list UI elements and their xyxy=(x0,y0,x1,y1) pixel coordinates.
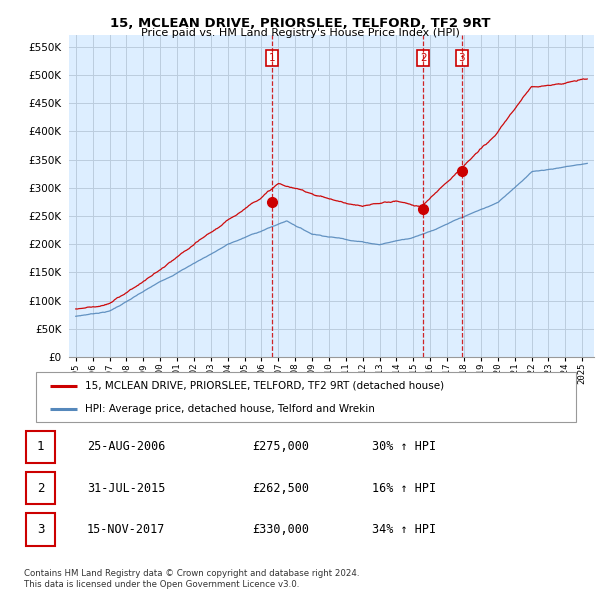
Text: 1: 1 xyxy=(37,440,44,454)
Text: 30% ↑ HPI: 30% ↑ HPI xyxy=(372,440,436,454)
Text: 3: 3 xyxy=(458,53,465,63)
Text: £330,000: £330,000 xyxy=(252,523,309,536)
Text: Contains HM Land Registry data © Crown copyright and database right 2024.
This d: Contains HM Land Registry data © Crown c… xyxy=(24,569,359,589)
Text: 16% ↑ HPI: 16% ↑ HPI xyxy=(372,481,436,495)
Text: Price paid vs. HM Land Registry's House Price Index (HPI): Price paid vs. HM Land Registry's House … xyxy=(140,28,460,38)
FancyBboxPatch shape xyxy=(26,431,55,463)
Text: £262,500: £262,500 xyxy=(252,481,309,495)
Text: 3: 3 xyxy=(37,523,44,536)
Text: 31-JUL-2015: 31-JUL-2015 xyxy=(87,481,166,495)
Text: HPI: Average price, detached house, Telford and Wrekin: HPI: Average price, detached house, Telf… xyxy=(85,404,374,414)
Text: 1: 1 xyxy=(269,53,275,63)
Text: £275,000: £275,000 xyxy=(252,440,309,454)
Text: 15, MCLEAN DRIVE, PRIORSLEE, TELFORD, TF2 9RT: 15, MCLEAN DRIVE, PRIORSLEE, TELFORD, TF… xyxy=(110,17,490,30)
Text: 34% ↑ HPI: 34% ↑ HPI xyxy=(372,523,436,536)
FancyBboxPatch shape xyxy=(36,372,576,422)
Text: 2: 2 xyxy=(37,481,44,495)
Text: 15, MCLEAN DRIVE, PRIORSLEE, TELFORD, TF2 9RT (detached house): 15, MCLEAN DRIVE, PRIORSLEE, TELFORD, TF… xyxy=(85,381,444,391)
Text: 25-AUG-2006: 25-AUG-2006 xyxy=(87,440,166,454)
Text: 2: 2 xyxy=(420,53,427,63)
Text: 15-NOV-2017: 15-NOV-2017 xyxy=(87,523,166,536)
FancyBboxPatch shape xyxy=(26,513,55,546)
FancyBboxPatch shape xyxy=(26,472,55,504)
